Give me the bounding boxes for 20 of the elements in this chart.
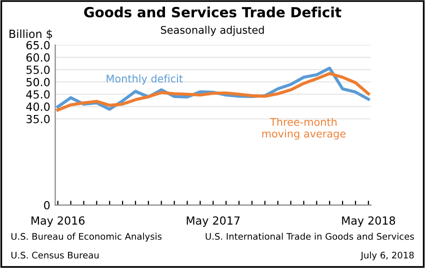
y-tick-label: 55.0 xyxy=(26,66,50,74)
series-label: Monthly deficit xyxy=(106,74,183,85)
text: July 6, 2018 xyxy=(360,252,414,260)
text: U.S. Census Bureau xyxy=(11,252,99,259)
y-tick-label: 65.0 xyxy=(26,41,50,50)
x-tick-label: May 2016 xyxy=(32,216,85,227)
y-tick-label: 60.0 xyxy=(26,53,50,62)
y-tick-label: 45.0 xyxy=(26,90,50,99)
chart-title: Goods and Services Trade Deficit xyxy=(84,6,342,18)
text: Three-month moving average xyxy=(262,118,346,140)
x-tick-label: May 2018 xyxy=(342,216,396,227)
y-tick-label: 50.0 xyxy=(26,78,50,86)
chart-subtitle: Seasonally adjusted xyxy=(160,26,264,36)
y-tick-label: 0 xyxy=(44,200,50,210)
x-tick-label: May 2017 xyxy=(186,216,240,227)
text: U.S. International Trade in Goods and Services xyxy=(206,232,414,240)
y-tick-label: 40.0 xyxy=(26,102,50,111)
y-axis-title: Billion $ xyxy=(10,29,52,40)
y-tick-label: 35.0 xyxy=(26,114,50,124)
text: U.S. Bureau of Economic Analysis xyxy=(11,232,162,242)
